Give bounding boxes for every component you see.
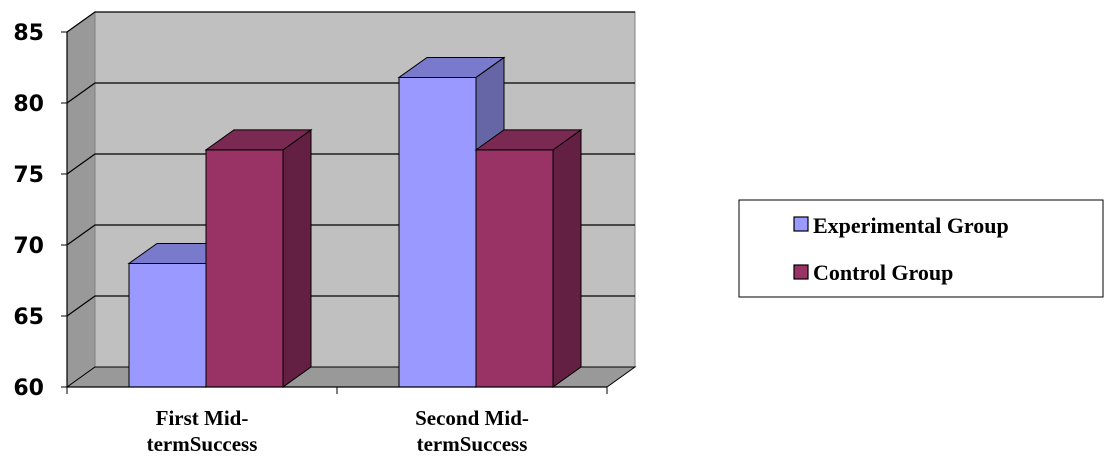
y-tick-label-65: 65: [13, 305, 44, 330]
bar-control-group-1: [204, 128, 313, 388]
x-tick-label-line: Second Mid-: [415, 406, 529, 430]
bar-front: [205, 149, 284, 388]
bar-front: [398, 76, 477, 388]
bar-top: [474, 129, 583, 151]
bar-front: [475, 149, 554, 388]
y-tick-label-85: 85: [13, 21, 44, 46]
legend: Experimental Group Control Group: [738, 199, 1104, 298]
x-tick-label-line: First Mid-: [156, 406, 249, 430]
y-tick-label-70: 70: [13, 234, 44, 259]
y-tick-label-75: 75: [13, 163, 44, 188]
y-tick-label-80: 80: [13, 92, 44, 117]
legend-swatch-control-group: [793, 264, 809, 280]
bar-side: [282, 128, 312, 388]
bar-top: [397, 56, 506, 78]
x-tick-label-line: termSuccess: [417, 432, 528, 456]
legend-label-control-group: Control Group: [813, 260, 953, 285]
bar-control-group-2: [474, 128, 583, 388]
legend-label-experimental-group: Experimental Group: [813, 213, 1009, 238]
legend-swatch-experimental-group: [793, 216, 809, 232]
axes: [61, 31, 608, 394]
x-tick-label-2: Second Mid-termSuccess: [415, 406, 529, 456]
legend-box: [738, 199, 1104, 298]
gridline-85: [66, 11, 635, 33]
bars: [127, 56, 583, 388]
x-tick-label-1: First Mid-termSuccess: [147, 406, 258, 456]
x-tick-label-line: termSuccess: [147, 432, 258, 456]
bar-side: [552, 128, 582, 388]
y-tick-label-60: 60: [13, 376, 44, 401]
side-wall: [66, 11, 96, 388]
bar-front: [128, 262, 207, 388]
y-axis-tick-labels: 60 65 70 75 80 85: [13, 21, 44, 401]
bar-top: [204, 129, 313, 151]
